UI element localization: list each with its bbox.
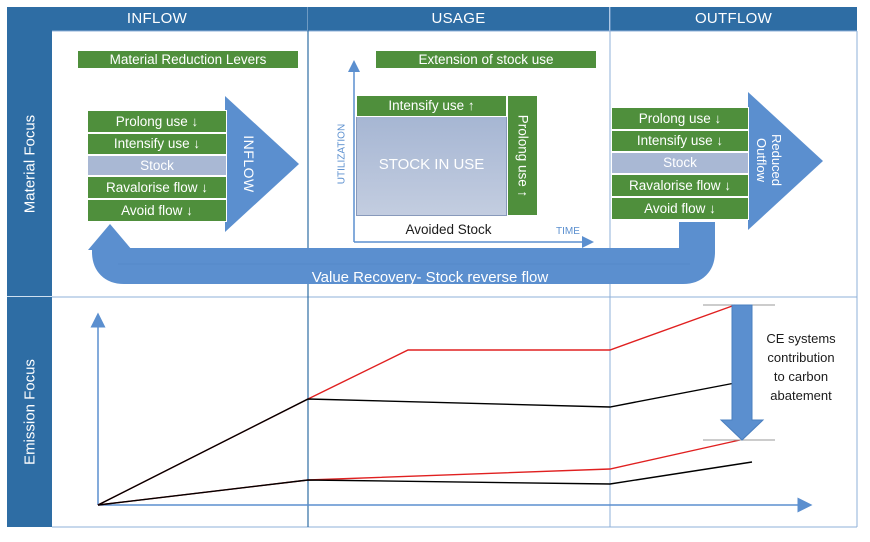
material-reduction-levers-label: Material Reduction Levers: [77, 50, 299, 69]
outflow-lever-ravalorise-flow: Ravalorise flow ↓: [611, 174, 749, 197]
column-header-outflow-label: OUTFLOW: [694, 10, 773, 27]
inflow-lever-avoid-flow: Avoid flow ↓: [87, 199, 227, 222]
emission-upper-black-line: [97, 382, 736, 506]
column-header-outflow: OUTFLOW: [610, 7, 857, 31]
abatement-down-arrow-icon: [719, 304, 765, 441]
column-header-usage: USAGE: [308, 7, 610, 31]
extension-of-stock-use-label: Extension of stock use: [375, 50, 597, 69]
outflow-arrow-icon: [748, 92, 823, 230]
row-header-emission-focus: Emission Focus: [7, 297, 52, 527]
row-header-material-focus: Material Focus: [7, 31, 52, 297]
usage-prolong-use: [507, 95, 538, 216]
usage-intensify-use: Intensify use ↑: [356, 95, 507, 117]
abatement-annotation-line4: abatement: [770, 388, 832, 403]
value-recovery-label: Value Recovery- Stock reverse flow: [311, 269, 549, 286]
outflow-lever-avoid-flow: Avoid flow ↓: [611, 197, 749, 220]
abatement-annotation-line2: contribution: [767, 350, 835, 365]
stock-in-use-label: STOCK IN USE: [378, 156, 485, 173]
usage-axes: [348, 60, 594, 248]
emission-upper-red-line: [97, 304, 736, 506]
inflow-lever-intensify-use: Intensify use ↓: [87, 133, 227, 155]
inflow-lever-prolong-use: Prolong use ↓: [87, 110, 227, 133]
outflow-lever-intensify-use: Intensify use ↓: [611, 130, 749, 152]
column-header-usage-label: USAGE: [431, 10, 486, 27]
emission-lower-black-line: [97, 461, 753, 506]
value-recovery-arrow-icon: [88, 222, 715, 284]
usage-x-axis-label: TIME: [556, 226, 580, 237]
abatement-annotation-line1: CE systems: [766, 331, 836, 346]
stock-in-use-box: [356, 116, 507, 216]
column-header-inflow-label: INFLOW: [126, 10, 188, 27]
inflow-lever-ravalorise-flow: Ravalorise flow ↓: [87, 176, 227, 199]
avoided-stock-label: Avoided Stock: [405, 222, 492, 237]
outflow-lever-prolong-use: Prolong use ↓: [611, 107, 749, 130]
emission-lower-red-line: [97, 439, 741, 506]
abatement-annotation: CE systems contribution to carbon abatem…: [756, 329, 846, 405]
inflow-stock: Stock: [87, 155, 227, 176]
inflow-arrow-icon: [225, 96, 299, 232]
abatement-annotation-line3: to carbon: [773, 369, 829, 384]
outflow-stock: Stock: [611, 152, 749, 174]
column-header-inflow: INFLOW: [7, 7, 308, 31]
